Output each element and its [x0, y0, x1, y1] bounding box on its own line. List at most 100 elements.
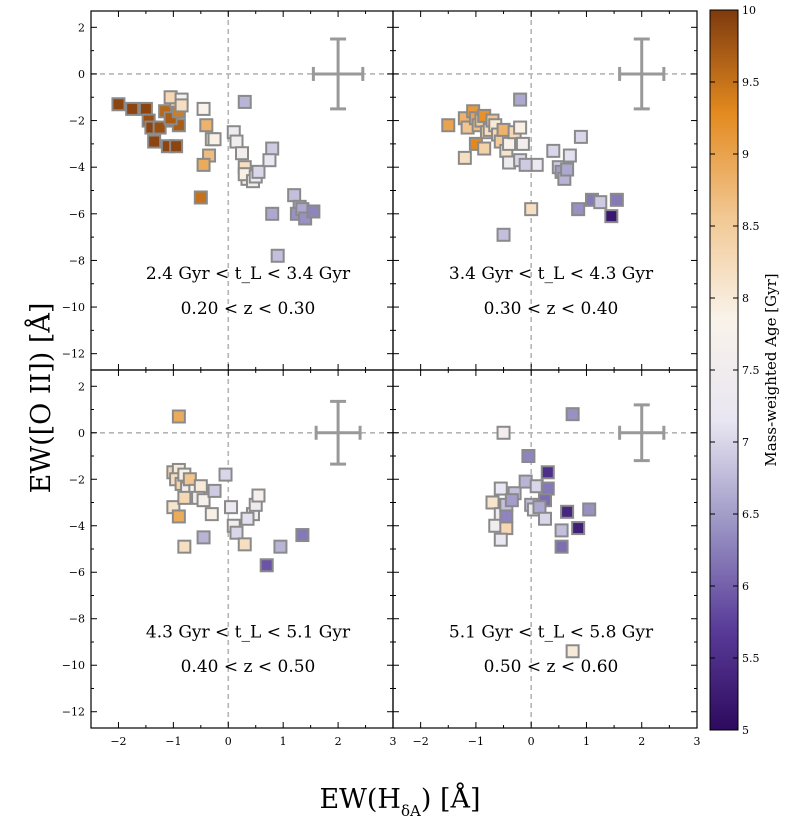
data-point	[515, 136, 530, 151]
colorbar-tick-label: 6.5	[742, 508, 760, 521]
data-point	[571, 521, 586, 536]
data-point	[237, 94, 252, 109]
data-point	[554, 523, 569, 538]
panel-label-line1: 3.4 Gyr < t_L < 4.3 Gyr	[449, 264, 654, 284]
colorbar-tick-label: 5.5	[742, 652, 760, 665]
data-point	[251, 488, 266, 503]
data-point	[609, 192, 624, 207]
y-tick-label: −4	[69, 520, 85, 533]
colorbar-tick-label: 10	[742, 4, 756, 17]
x-tick-label: 1	[583, 735, 590, 748]
data-point	[171, 509, 186, 524]
data-point	[499, 521, 514, 536]
data-point	[240, 511, 255, 526]
data-point	[540, 465, 555, 480]
panel-3: 4.3 Gyr < t_L < 5.1 Gyr 0.40 < z < 0.50	[91, 370, 393, 728]
data-point	[287, 188, 302, 203]
data-point	[518, 157, 533, 172]
data-point	[582, 502, 597, 517]
x-tick-label: −2	[110, 735, 126, 748]
data-point	[493, 532, 508, 547]
colorbar-tick-label: 8.5	[742, 220, 760, 233]
data-point	[193, 479, 208, 494]
data-point	[207, 483, 222, 498]
errorbar	[618, 403, 666, 463]
y-axis-title: EW([O II]) [Å]	[24, 303, 57, 494]
data-point	[218, 467, 233, 482]
data-point	[604, 209, 619, 224]
data-point	[295, 528, 310, 543]
panel-1: 2.4 Gyr < t_L < 3.4 Gyr 0.20 < z < 0.30	[91, 11, 393, 370]
data-point	[560, 504, 575, 519]
x-tick-label: 1	[280, 735, 287, 748]
x-tick-label: 2	[638, 735, 645, 748]
data-point	[546, 143, 561, 158]
data-point	[441, 118, 456, 133]
data-point	[532, 500, 547, 515]
data-point	[196, 493, 211, 508]
data-point	[521, 449, 536, 464]
data-point	[554, 539, 569, 554]
data-point	[204, 507, 219, 522]
panels-layer: 2.4 Gyr < t_L < 3.4 Gyr 0.20 < z < 0.30 3.…	[91, 11, 697, 728]
data-point	[457, 150, 472, 165]
colorbar-tick-label: 9	[742, 148, 749, 161]
data-point	[513, 92, 528, 107]
data-point	[538, 511, 552, 526]
y-tick-label: 2	[78, 380, 85, 393]
panel-label-line2: 0.20 < z < 0.30	[181, 299, 316, 319]
colorbar-tick-label: 8	[742, 292, 749, 305]
data-point	[513, 120, 528, 135]
data-point	[177, 490, 192, 505]
data-point	[502, 136, 517, 151]
panel-label-line1: 5.1 Gyr < t_L < 5.8 Gyr	[449, 622, 654, 642]
data-point	[259, 558, 274, 573]
colorbar-title: Mass-weighted Age [Gyr]	[762, 273, 780, 466]
x-tick-label: 3	[390, 735, 397, 748]
errorbar	[314, 399, 362, 466]
data-point	[499, 509, 514, 524]
panel-label-line1: 4.3 Gyr < t_L < 5.1 Gyr	[146, 622, 351, 642]
y-tick-label: −10	[62, 301, 85, 314]
x-axis-title-main: EW(H	[319, 784, 401, 815]
data-point	[273, 539, 288, 554]
panel-label-line2: 0.30 < z < 0.40	[484, 299, 619, 319]
data-point	[171, 409, 186, 424]
data-point	[193, 190, 208, 205]
errorbar	[618, 37, 666, 111]
errorbar	[311, 37, 365, 111]
data-point	[174, 98, 189, 113]
data-point	[196, 101, 211, 116]
x-axis-title-tail: ) [Å]	[421, 782, 481, 815]
panel-label-line2: 0.40 < z < 0.50	[181, 657, 316, 677]
data-point	[560, 162, 575, 177]
x-axis-title: EW(HδA) [Å]	[319, 782, 480, 820]
data-point	[571, 202, 586, 217]
data-point	[196, 530, 211, 545]
y-tick-label: −12	[62, 348, 85, 361]
y-tick-label: −2	[69, 115, 85, 128]
data-point	[565, 644, 580, 659]
data-point	[593, 195, 608, 210]
data-point	[138, 101, 153, 116]
data-point	[485, 495, 500, 510]
x-tick-label: 0	[225, 735, 232, 748]
x-tick-label: 3	[694, 735, 701, 748]
data-point	[562, 148, 577, 163]
x-tick-label: −2	[413, 735, 429, 748]
data-point	[496, 425, 511, 440]
data-point	[306, 204, 321, 219]
data-point	[235, 146, 249, 161]
panel-label-line2: 0.50 < z < 0.60	[484, 657, 619, 677]
y-tick-label: 0	[78, 68, 85, 81]
data-point	[199, 118, 214, 133]
data-point	[237, 537, 252, 552]
data-point	[573, 129, 588, 144]
data-point	[229, 134, 244, 149]
y-tick-label: −6	[69, 566, 85, 579]
data-point	[196, 157, 211, 172]
x-tick-label: −1	[468, 735, 484, 748]
y-tick-label: −2	[69, 473, 85, 486]
colorbar-ticks: 5 5.5 6 6.5 7 7.5 8 8.5 9 9.5 10	[710, 4, 760, 737]
